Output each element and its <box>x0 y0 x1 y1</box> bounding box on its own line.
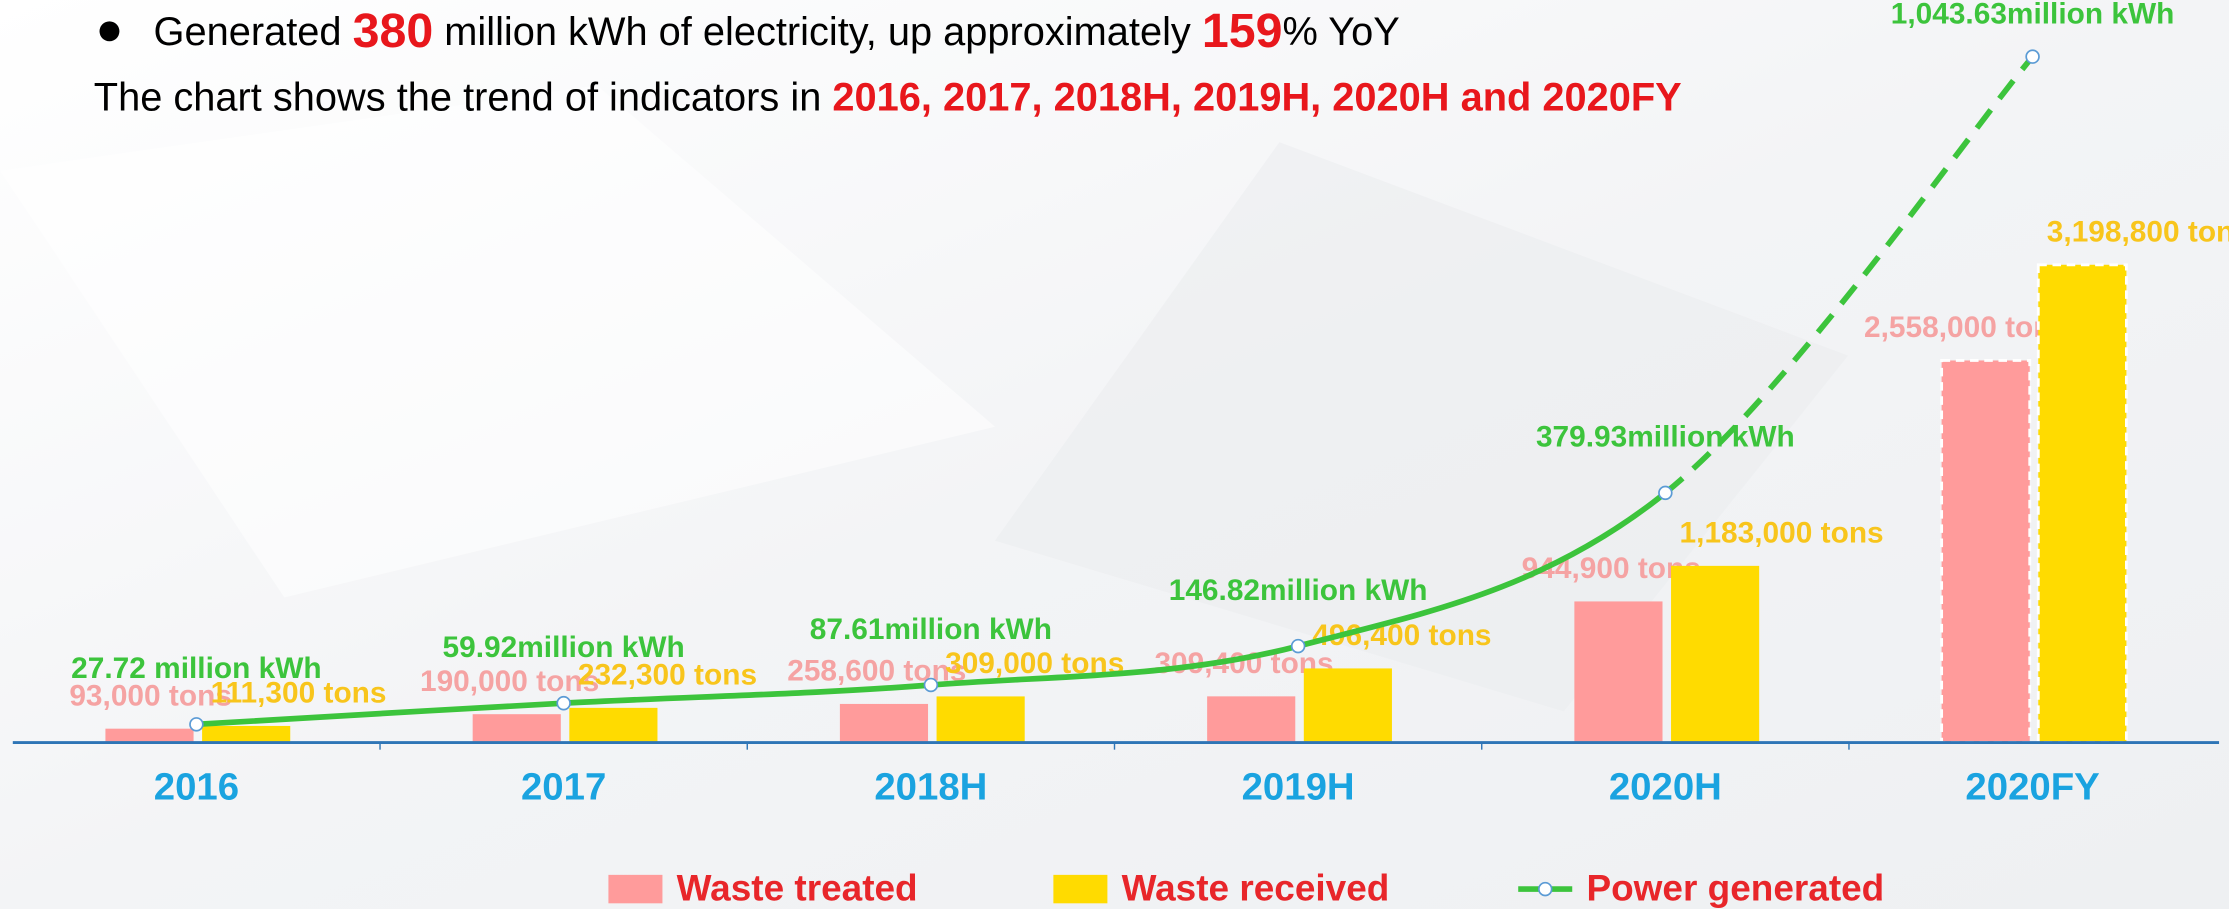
headline-text: Generated <box>154 10 353 54</box>
bar <box>2036 263 2128 744</box>
bar <box>202 725 291 743</box>
headline: Generated 380 million kWh of electricity… <box>154 4 1400 58</box>
legend-label: Waste treated <box>677 867 918 908</box>
line-point <box>556 695 571 711</box>
data-label: 3,198,800 tons <box>2047 215 2229 248</box>
legend-swatch <box>1053 874 1108 904</box>
headline-text: million kWh of electricity, up approxima… <box>433 10 1202 54</box>
x-tick-label: 2017 <box>521 766 606 809</box>
data-label: 309,400 tons <box>1154 647 1333 680</box>
x-tick-label: 2018H <box>874 766 987 809</box>
bar <box>1671 565 1760 743</box>
data-label: 1,183,000 tons <box>1680 516 1884 549</box>
data-label: 2,558,000 tons <box>1864 311 2068 344</box>
x-tick-label: 2016 <box>154 766 239 809</box>
data-label: 111,300 tons <box>211 677 387 710</box>
line-projected <box>1663 54 2035 496</box>
bar <box>839 703 929 743</box>
data-label: 944,900 tons <box>1522 552 1701 585</box>
bar <box>1303 668 1392 743</box>
bar <box>105 728 194 743</box>
bar <box>569 707 658 743</box>
data-label: 146.82million kWh <box>1169 574 1428 607</box>
headline-number: 380 <box>353 4 434 58</box>
bullet <box>99 21 120 42</box>
headline-number: 159 <box>1202 4 1283 58</box>
legend-swatch <box>1537 881 1553 897</box>
data-label: 59.92million kWh <box>443 631 685 664</box>
data-label: 379.93million kWh <box>1536 421 1795 454</box>
data-label: 87.61million kWh <box>810 613 1052 646</box>
subheadline: The chart shows the trend of indicators … <box>94 75 1682 119</box>
line-point <box>923 677 939 693</box>
bar <box>936 696 1025 743</box>
data-label: 27.72 million kWh <box>71 652 321 685</box>
bar <box>1940 359 2032 744</box>
line-point <box>1658 485 1673 501</box>
x-tick-label: 2020FY <box>1965 766 2099 809</box>
headline-text: % YoY <box>1282 10 1399 54</box>
data-label: 93,000 tons <box>69 679 232 712</box>
data-label: 190,000 tons <box>420 665 599 698</box>
line-point <box>189 717 204 732</box>
data-label: 232,300 tons <box>578 658 757 691</box>
line-point <box>2025 49 2040 64</box>
x-tick-label: 2019H <box>1242 766 1355 809</box>
x-tick-label: 2020H <box>1609 766 1722 809</box>
subheadline-highlight: 2016, 2017, 2018H, 2019H, 2020H and 2020… <box>832 75 1681 119</box>
background-shape <box>995 142 1849 712</box>
subheadline-text: The chart shows the trend of indicators … <box>94 75 833 119</box>
legend-label: Waste received <box>1122 867 1390 908</box>
line-point <box>1290 638 1306 654</box>
bar <box>1574 601 1663 743</box>
legend-swatch <box>608 874 663 904</box>
bar <box>472 714 561 743</box>
legend-label: Power generated <box>1586 867 1884 908</box>
background-shape <box>0 85 996 598</box>
bar <box>1207 696 1296 743</box>
data-label: 1,043.63million kWh <box>1891 0 2175 30</box>
